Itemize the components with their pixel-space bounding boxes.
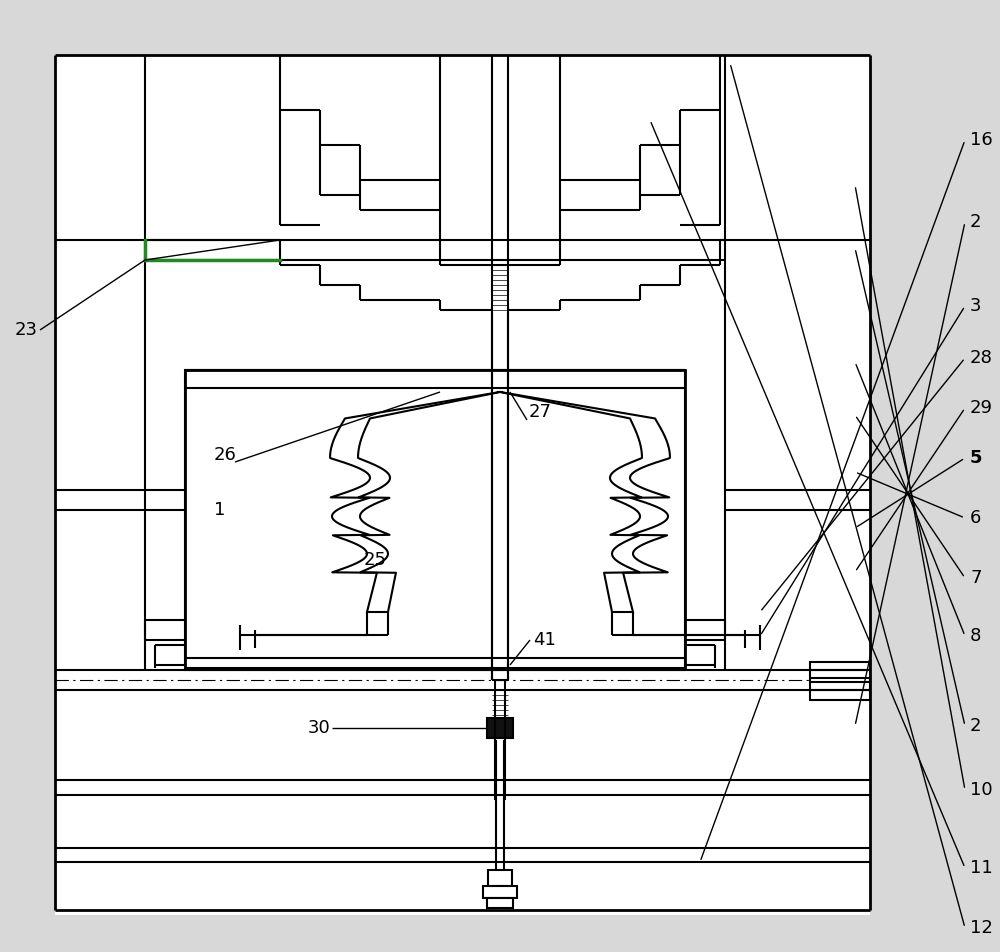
Bar [487,898,513,908]
Bar [483,886,517,898]
Bar [185,370,685,668]
Text: 7: 7 [970,569,982,587]
Text: 2: 2 [970,717,982,735]
Text: 2: 2 [970,213,982,231]
Text: 3: 3 [970,297,982,315]
Text: 30: 30 [307,719,330,737]
Text: 16: 16 [970,131,993,149]
Bar [185,370,685,670]
Text: 6: 6 [970,509,981,527]
Text: 12: 12 [970,919,993,937]
Text: 41: 41 [534,631,556,649]
Text: 23: 23 [15,321,38,339]
Text: 29: 29 [970,399,993,417]
Bar [487,718,513,738]
Bar [810,662,870,700]
Text: 1: 1 [214,501,226,519]
Text: 26: 26 [214,446,236,464]
Text: 28: 28 [970,349,993,367]
Text: 27: 27 [528,403,552,421]
Text: 10: 10 [970,781,993,799]
Bar [488,870,512,886]
Polygon shape [330,392,670,612]
Bar [145,55,725,240]
Text: 5: 5 [970,449,982,467]
Bar [55,55,870,915]
Text: 11: 11 [970,859,993,877]
Text: 8: 8 [970,627,981,645]
Text: 25: 25 [364,551,386,569]
